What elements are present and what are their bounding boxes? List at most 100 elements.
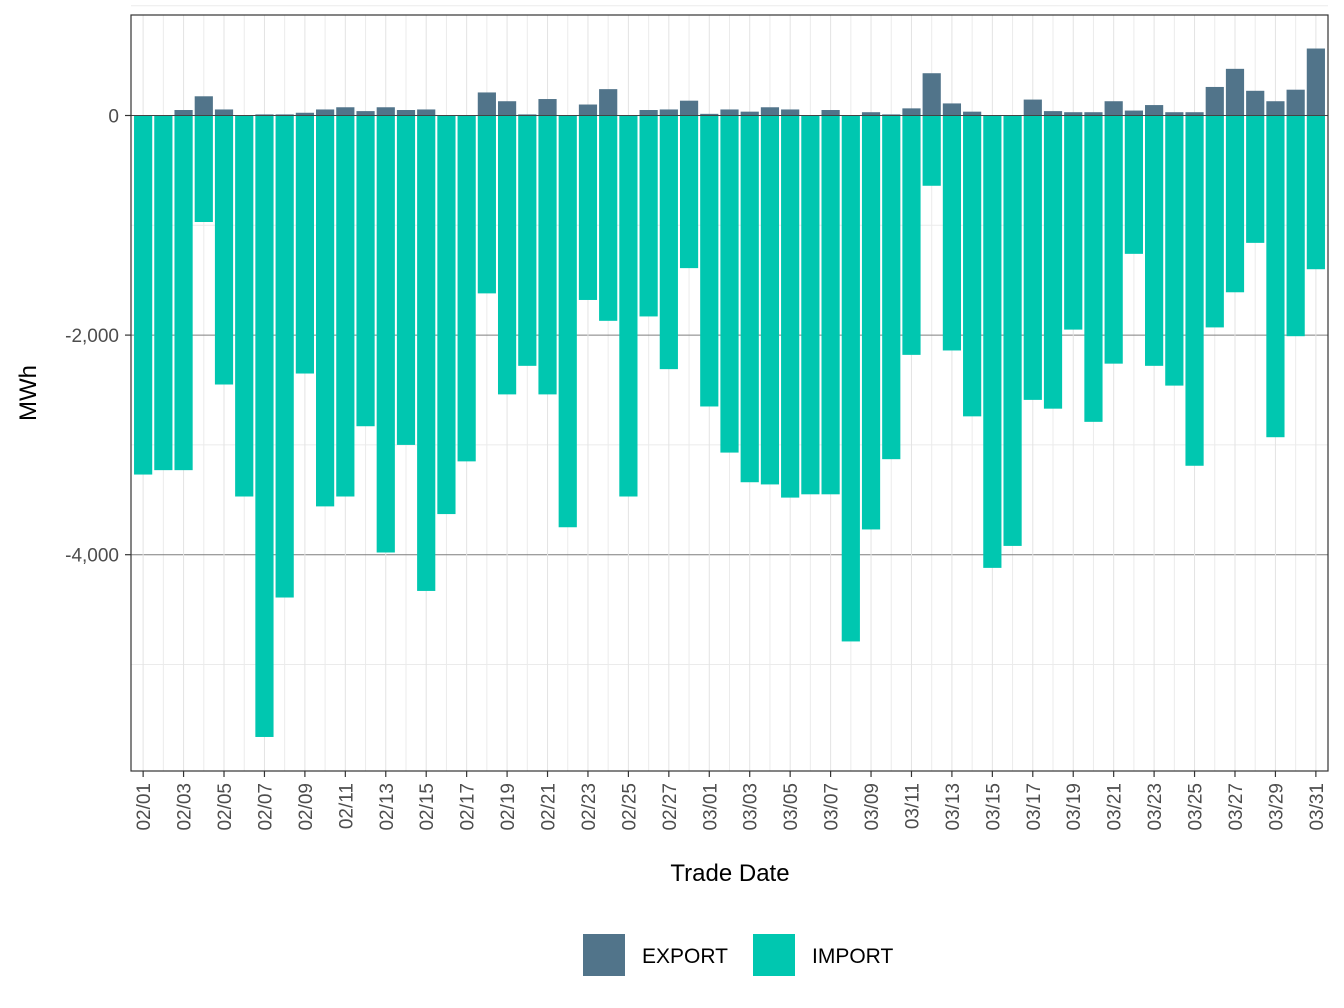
x-tick-label: 03/27 xyxy=(1226,783,1247,831)
y-tick-label: -4,000 xyxy=(65,546,119,567)
bar-import-03-24 xyxy=(1165,115,1184,386)
bar-import-02-18 xyxy=(477,115,496,294)
bar-export-02-10 xyxy=(316,109,335,116)
bar-import-03-30 xyxy=(1286,115,1305,337)
x-tick-label: 03/09 xyxy=(862,783,883,831)
bar-import-02-16 xyxy=(437,115,456,515)
bar-import-02-05 xyxy=(214,115,234,385)
bar-import-02-28 xyxy=(679,115,699,269)
bar-import-03-21 xyxy=(1104,115,1123,364)
bar-export-03-22 xyxy=(1124,110,1143,116)
bar-export-02-12 xyxy=(356,111,375,116)
bar-export-03-02 xyxy=(720,109,739,116)
bar-export-02-15 xyxy=(417,109,436,116)
bar-export-03-01 xyxy=(700,113,719,116)
bar-import-03-15 xyxy=(983,115,1002,568)
bar-export-03-31 xyxy=(1306,48,1325,116)
bar-export-03-27 xyxy=(1225,68,1245,116)
bar-export-03-04 xyxy=(760,107,780,116)
y-axis: 0 -2,000 -4,000 xyxy=(65,107,131,567)
bar-import-02-12 xyxy=(356,115,375,427)
bar-export-03-12 xyxy=(922,73,941,116)
bar-import-03-01 xyxy=(700,115,719,407)
bar-export-02-26 xyxy=(639,110,658,116)
bar-import-03-28 xyxy=(1246,115,1265,243)
bar-export-03-28 xyxy=(1246,90,1265,116)
bar-import-02-17 xyxy=(457,115,476,462)
x-tick-label: 02/13 xyxy=(377,783,398,831)
bar-export-03-19 xyxy=(1064,112,1083,116)
bar-export-02-09 xyxy=(295,112,314,116)
bar-import-02-25 xyxy=(619,115,638,497)
x-axis-title: Trade Date xyxy=(670,860,789,887)
bar-import-02-20 xyxy=(518,115,537,366)
bar-import-03-13 xyxy=(942,115,962,351)
x-tick-label: 02/07 xyxy=(255,783,276,831)
bar-import-03-02 xyxy=(720,115,739,453)
legend-label-import: IMPORT xyxy=(812,945,893,968)
bar-import-03-22 xyxy=(1124,115,1143,254)
bar-import-03-31 xyxy=(1306,115,1325,270)
bar-export-02-19 xyxy=(497,101,517,116)
x-tick-label: 02/23 xyxy=(579,783,600,831)
bar-import-03-04 xyxy=(760,115,780,485)
bar-export-02-13 xyxy=(376,107,395,116)
y-tick-label: -2,000 xyxy=(65,326,119,347)
bar-export-02-05 xyxy=(214,109,234,116)
bar-import-03-14 xyxy=(963,115,982,417)
x-tick-label: 03/31 xyxy=(1307,783,1328,831)
bar-import-02-11 xyxy=(336,115,355,497)
x-tick-label: 03/21 xyxy=(1105,783,1126,831)
bar-import-02-13 xyxy=(376,115,395,553)
bar-export-03-17 xyxy=(1023,99,1042,116)
bar-import-03-20 xyxy=(1084,115,1103,422)
bar-import-03-03 xyxy=(740,115,759,483)
x-tick-label: 02/27 xyxy=(660,783,681,831)
bar-export-02-11 xyxy=(336,107,355,116)
x-axis: 02/01 02/03 02/05 02/07 02/09 02/11 02/13 02/15… xyxy=(134,771,1328,831)
bar-import-03-10 xyxy=(882,115,901,460)
x-tick-label: 02/25 xyxy=(619,783,640,831)
bar-import-02-06 xyxy=(235,115,254,497)
bar-export-02-24 xyxy=(599,89,618,116)
bar-export-03-09 xyxy=(861,112,881,116)
bar-import-02-27 xyxy=(659,115,678,370)
x-tick-label: 02/05 xyxy=(215,783,236,831)
bar-import-02-04 xyxy=(194,115,213,223)
bar-export-02-08 xyxy=(275,114,294,116)
bar-import-03-12 xyxy=(922,115,941,186)
bar-import-03-25 xyxy=(1185,115,1204,466)
x-tick-label: 02/03 xyxy=(175,783,196,831)
bar-import-03-09 xyxy=(861,115,881,530)
bar-export-02-20 xyxy=(518,114,537,116)
bar-export-03-20 xyxy=(1084,112,1103,116)
bar-export-03-05 xyxy=(781,109,800,116)
legend-swatch-import xyxy=(753,934,795,976)
bar-export-02-03 xyxy=(174,110,193,116)
bar-import-02-23 xyxy=(578,115,598,300)
bar-export-03-03 xyxy=(740,111,759,116)
bar-import-02-26 xyxy=(639,115,658,317)
bar-import-02-24 xyxy=(599,115,618,321)
bar-import-02-10 xyxy=(316,115,335,507)
bar-export-03-10 xyxy=(882,114,901,116)
bar-import-02-08 xyxy=(275,115,294,598)
bar-export-03-24 xyxy=(1165,112,1184,116)
bar-export-02-27 xyxy=(659,109,678,116)
bar-export-03-29 xyxy=(1266,101,1285,116)
bar-export-02-18 xyxy=(477,92,496,116)
bar-export-03-30 xyxy=(1286,89,1305,116)
bar-import-03-06 xyxy=(801,115,820,495)
x-tick-label: 03/25 xyxy=(1186,783,1207,831)
x-tick-label: 02/11 xyxy=(336,783,357,829)
x-tick-label: 03/01 xyxy=(700,783,721,831)
x-tick-label: 03/05 xyxy=(781,783,802,831)
bar-export-03-21 xyxy=(1104,101,1123,116)
bar-export-03-13 xyxy=(942,103,962,116)
plot-border xyxy=(130,14,1329,772)
bar-export-02-14 xyxy=(396,110,416,116)
bar-export-03-26 xyxy=(1205,86,1224,116)
bar-import-03-08 xyxy=(841,115,860,642)
x-tick-label: 02/17 xyxy=(458,783,479,831)
